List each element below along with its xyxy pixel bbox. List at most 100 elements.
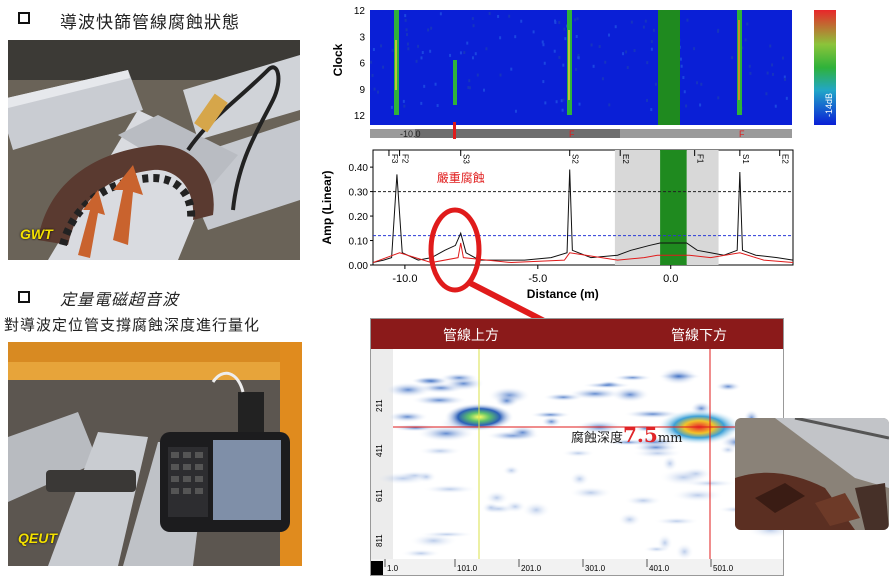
clock-speckle [771, 63, 774, 67]
bscan-xtick-label: 201.0 [521, 564, 542, 573]
amp-xlabel: Distance (m) [527, 287, 599, 301]
clock-speckle [608, 103, 611, 107]
bscan-header-left: 管線上方 [443, 328, 499, 344]
bscan-noise-blob [439, 372, 480, 383]
clock-speckle [630, 20, 633, 24]
clock-speckle [741, 46, 744, 50]
amp-ytick-label: 0.40 [349, 163, 369, 174]
bscan-xtick-label: 1.0 [387, 564, 399, 573]
bscan-noise-blob [582, 381, 632, 389]
bscan-noise-blob [618, 512, 642, 527]
clock-ytick-label: 12 [354, 6, 366, 17]
clock-speckle [514, 109, 517, 113]
clock-speckle [783, 75, 786, 79]
amp-plot-area [372, 149, 794, 266]
clock-speckle [508, 14, 511, 18]
clock-speckle [532, 30, 535, 34]
bscan-ytick-label: 211 [375, 399, 384, 412]
clock-speckle [466, 41, 469, 45]
amp-ytick-label: 0.10 [349, 237, 369, 248]
clock-speckle [693, 47, 696, 51]
bscan-xtick-label: 101.0 [457, 564, 478, 573]
clock-speckle [472, 24, 475, 28]
clock-speckle [555, 100, 558, 104]
clock-speckle [474, 52, 477, 56]
clock-speckle [626, 66, 629, 70]
clock-speckle [391, 48, 394, 52]
bscan-noise-blob [659, 468, 708, 487]
clock-speckle [682, 76, 685, 80]
clock-speckle [574, 18, 577, 22]
clock-speckle [520, 19, 523, 23]
gwt-photo-illustration [8, 40, 300, 260]
clock-speckle [483, 88, 486, 92]
clock-speckle [499, 36, 502, 40]
clock-speckle [700, 82, 703, 86]
clock-speckle [439, 12, 442, 16]
clock-speckle [407, 47, 410, 51]
clock-speckle [510, 67, 513, 71]
corrosion-photo-illustration [735, 418, 889, 530]
clock-speckle [577, 53, 580, 57]
clock-speckle [370, 60, 373, 64]
clock-speckle [449, 53, 452, 57]
clock-map: Clock 12 3 6 9 12 -14dB -10.0 F F [331, 6, 836, 139]
bscan-noise-blob [417, 446, 463, 456]
clock-speckle [574, 68, 577, 72]
clock-speckle [784, 77, 787, 81]
bscan-noise-blob [612, 374, 653, 382]
mid-heading: 定量電磁超音波 [60, 290, 180, 309]
bscan-noise-blob [415, 470, 437, 483]
clock-speckle [633, 49, 636, 53]
clock-speckle [544, 101, 547, 105]
amp-gate-zone [614, 150, 661, 265]
bscan-noise-blob [714, 381, 742, 392]
clock-speckle [468, 79, 471, 83]
gwt-label: GWT [20, 226, 53, 242]
amp-ytick-label: 0.00 [349, 261, 369, 272]
clock-speckle [731, 56, 734, 60]
clock-speckle [650, 108, 653, 112]
amp-ytick-label: 0.20 [349, 212, 369, 223]
bscan-noise-blob [675, 542, 694, 561]
clock-speckle [404, 18, 407, 22]
amp-ylabel: Amp (Linear) [320, 170, 334, 244]
bscan-noise-blob [671, 488, 724, 503]
clock-speckle [646, 98, 649, 102]
clock-speckle [382, 65, 385, 69]
bscan-header [371, 319, 783, 349]
clock-speckle [406, 42, 409, 46]
bscan-noise-blob [419, 531, 475, 538]
scan-bar-marker [453, 122, 456, 139]
clock-speckle [560, 99, 563, 103]
clock-speckle [467, 85, 470, 89]
clock-speckle [748, 64, 751, 68]
amp-xtick-label: 0.0 [663, 273, 678, 285]
clock-speckle [405, 28, 408, 32]
clock-speckle [415, 59, 418, 63]
clock-speckle [650, 47, 653, 51]
clock-speckle [686, 18, 689, 22]
clock-streak-core [738, 20, 740, 100]
gwt-photo: GWT [8, 40, 300, 260]
clock-speckle [622, 52, 625, 56]
clock-speckle [652, 28, 655, 32]
bscan-panel: 管線上方 管線下方 211 411 611 811 1.0 101.0 201.0 301.… [370, 318, 784, 576]
clock-speckle [577, 56, 580, 60]
bscan-xaxis [371, 559, 783, 575]
bscan-yticks: 211 411 611 811 [375, 399, 384, 547]
clock-speckle [564, 37, 567, 41]
bscan-noise-blob [541, 416, 562, 428]
scan-bar-marker-label: F [739, 129, 745, 139]
clock-speckle [696, 81, 699, 85]
corrosion-photo [735, 418, 889, 530]
top-heading: 導波快篩管線腐蝕狀態 [60, 13, 240, 33]
clock-speckle [371, 73, 374, 77]
clock-speckle [644, 19, 647, 23]
clock-speckle [542, 43, 545, 47]
qeut-photo: QEUT [8, 342, 302, 566]
clock-speckle [598, 45, 601, 49]
bscan-noise-blob [569, 471, 590, 487]
bscan-ytick-label: 611 [375, 489, 384, 502]
bscan-xaxis-handle [371, 561, 383, 575]
